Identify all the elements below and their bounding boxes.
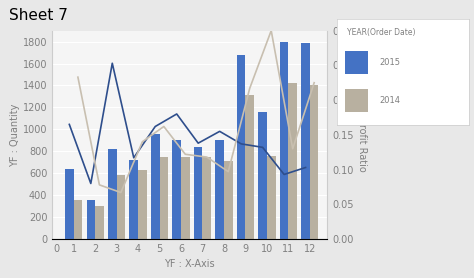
- FancyBboxPatch shape: [345, 89, 368, 112]
- Bar: [280, 41, 288, 239]
- Bar: [288, 83, 297, 239]
- Text: Sheet 7: Sheet 7: [9, 8, 68, 23]
- Bar: [108, 149, 117, 239]
- Bar: [237, 55, 246, 239]
- Bar: [215, 140, 224, 239]
- Bar: [194, 147, 202, 239]
- Bar: [95, 206, 104, 239]
- X-axis label: YF : X-Axis: YF : X-Axis: [164, 259, 215, 269]
- Bar: [117, 175, 125, 239]
- Bar: [202, 157, 211, 239]
- FancyBboxPatch shape: [345, 51, 368, 75]
- Text: 2014: 2014: [379, 96, 400, 105]
- Bar: [138, 170, 146, 239]
- Bar: [246, 95, 254, 239]
- Bar: [173, 140, 181, 239]
- Bar: [86, 200, 95, 239]
- Bar: [129, 160, 138, 239]
- Bar: [160, 157, 168, 239]
- Bar: [310, 85, 319, 239]
- Text: YEAR(Order Date): YEAR(Order Date): [347, 28, 416, 37]
- Bar: [151, 134, 160, 239]
- Bar: [258, 112, 267, 239]
- Text: 2015: 2015: [379, 58, 400, 67]
- Bar: [301, 43, 310, 239]
- Bar: [181, 157, 190, 239]
- Y-axis label: YF : Profit Ratio: YF : Profit Ratio: [357, 98, 367, 172]
- Bar: [65, 169, 73, 239]
- Y-axis label: YF : Quantity: YF : Quantity: [10, 103, 20, 167]
- Bar: [267, 156, 275, 239]
- Bar: [73, 200, 82, 239]
- Bar: [224, 161, 233, 239]
